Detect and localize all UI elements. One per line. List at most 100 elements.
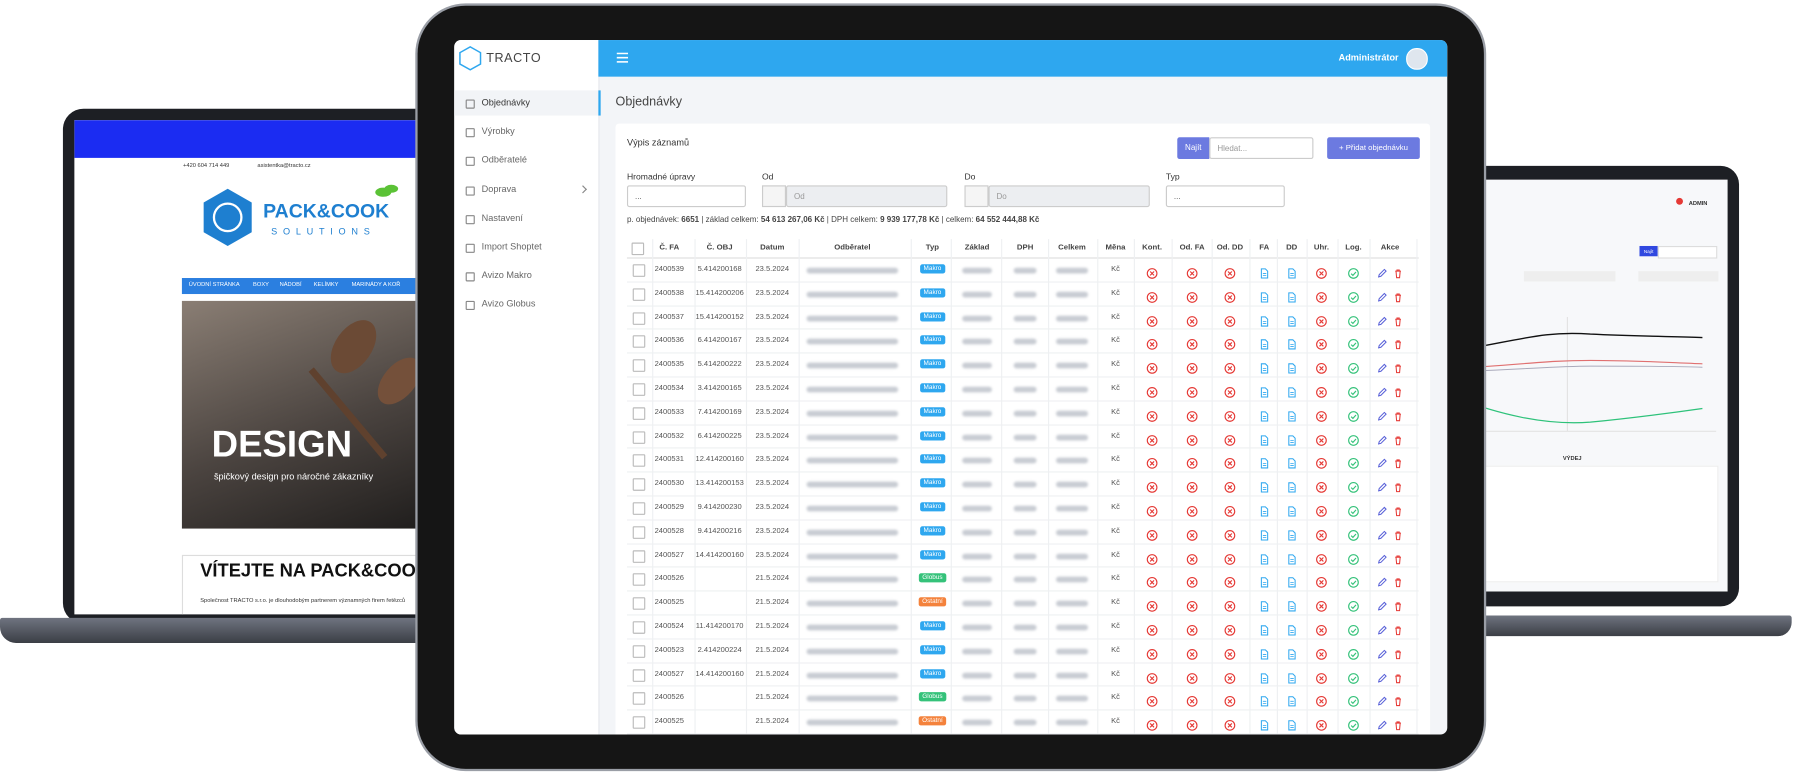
sidebar-item[interactable]: Doprava — [454, 177, 598, 202]
row-checkbox[interactable] — [632, 597, 646, 611]
sidebar-item[interactable]: Odběratelé — [454, 148, 598, 173]
row-checkbox[interactable] — [632, 335, 646, 349]
nav-item[interactable]: BOXY — [253, 281, 269, 289]
nav-item[interactable]: NÁDOBÍ — [279, 281, 302, 289]
sidebar-item[interactable]: Avizo Makro — [454, 263, 598, 288]
column-header[interactable]: Uhr. — [1313, 243, 1329, 252]
column-header[interactable]: FA — [1259, 243, 1270, 252]
row-checkbox[interactable] — [632, 549, 646, 563]
row-checkbox[interactable] — [632, 311, 646, 325]
cal-icon[interactable] — [761, 185, 786, 208]
delete-button[interactable] — [1392, 431, 1403, 445]
edit-button[interactable] — [1376, 502, 1387, 516]
edit-button[interactable] — [1376, 716, 1387, 730]
row-checkbox[interactable] — [632, 526, 646, 539]
edit-button[interactable] — [1376, 455, 1387, 468]
select-all[interactable] — [631, 242, 645, 256]
delete-button[interactable] — [1392, 645, 1403, 659]
edit-button[interactable] — [1376, 574, 1387, 587]
delete-button[interactable] — [1392, 550, 1403, 564]
edit-button[interactable] — [1376, 407, 1387, 421]
column-header[interactable]: Typ — [925, 243, 940, 252]
edit-button[interactable] — [1376, 550, 1387, 564]
edit-button[interactable] — [1376, 431, 1387, 445]
row-checkbox[interactable] — [632, 288, 646, 301]
menu-toggle[interactable] — [616, 52, 629, 63]
sidebar-item[interactable]: Avizo Globus — [454, 292, 598, 317]
delete-button[interactable] — [1392, 336, 1403, 350]
row-checkbox[interactable] — [632, 645, 646, 658]
sidebar-item[interactable]: Výrobky — [454, 119, 598, 144]
user-name[interactable]: Administrátor — [1338, 52, 1399, 63]
row-checkbox[interactable] — [632, 359, 646, 373]
date-box[interactable] — [1523, 271, 1616, 282]
type-select[interactable]: ... — [1165, 185, 1285, 208]
row-checkbox[interactable] — [632, 621, 646, 634]
sidebar-item[interactable]: Nastavení — [454, 206, 598, 231]
delete-button[interactable] — [1392, 383, 1403, 398]
column-header[interactable]: Č. OBJ — [706, 243, 733, 252]
column-header[interactable]: Odběratel — [834, 243, 871, 252]
delete-button[interactable] — [1392, 597, 1403, 612]
search-box[interactable] — [1657, 245, 1718, 259]
edit-button[interactable] — [1376, 597, 1387, 611]
nav-item[interactable]: KELÍMKY — [313, 281, 339, 289]
add-button[interactable]: + Přidat objednávku — [1327, 137, 1420, 160]
delete-button[interactable] — [1392, 526, 1403, 540]
delete-button[interactable] — [1392, 264, 1403, 279]
column-header[interactable]: Č. FA — [659, 243, 680, 252]
edit-button[interactable] — [1376, 645, 1387, 659]
delete-button[interactable] — [1392, 502, 1403, 517]
row-checkbox[interactable] — [632, 573, 646, 587]
row-checkbox[interactable] — [632, 502, 646, 515]
date-box[interactable] — [1638, 271, 1719, 282]
delete-button[interactable] — [1392, 478, 1403, 493]
edit-button[interactable] — [1376, 693, 1387, 706]
delete-button[interactable] — [1392, 669, 1403, 683]
row-checkbox[interactable] — [632, 668, 646, 682]
from-input[interactable]: Od — [785, 185, 948, 208]
row-checkbox[interactable] — [632, 407, 646, 420]
column-header[interactable]: Od. FA — [1179, 243, 1205, 252]
nav-item[interactable]: ÚVODNÍ STRÁNKA — [188, 281, 240, 289]
search-input[interactable]: Hledat... — [1209, 137, 1314, 160]
edit-button[interactable] — [1376, 264, 1387, 278]
row-checkbox[interactable] — [632, 383, 646, 396]
edit-button[interactable] — [1376, 336, 1387, 349]
edit-button[interactable] — [1376, 478, 1387, 492]
row-checkbox[interactable] — [632, 264, 646, 277]
row-checkbox[interactable] — [632, 454, 646, 468]
delete-button[interactable] — [1392, 574, 1403, 588]
column-header[interactable]: Akce — [1380, 243, 1400, 252]
delete-button[interactable] — [1392, 359, 1403, 374]
column-header[interactable]: Kont. — [1142, 243, 1163, 252]
column-header[interactable]: DD — [1286, 243, 1298, 252]
delete-button[interactable] — [1392, 716, 1403, 731]
delete-button[interactable] — [1392, 407, 1403, 421]
delete-button[interactable] — [1392, 288, 1403, 302]
bulk-select[interactable]: ... — [626, 185, 746, 208]
row-checkbox[interactable] — [632, 692, 646, 706]
column-header[interactable]: Datum — [760, 243, 785, 252]
column-header[interactable]: Celkem — [1058, 243, 1086, 252]
column-header[interactable]: Základ — [964, 243, 990, 252]
avatar[interactable] — [1406, 48, 1428, 70]
sidebar-item[interactable]: Import Shoptet — [454, 235, 598, 260]
sidebar-item[interactable]: Objednávky — [454, 90, 601, 116]
to-input[interactable]: Do — [988, 185, 1150, 208]
delete-button[interactable] — [1392, 312, 1403, 326]
column-header[interactable]: Od. DD — [1216, 243, 1244, 252]
edit-button[interactable] — [1376, 621, 1387, 635]
column-header[interactable]: Log. — [1345, 243, 1362, 252]
edit-button[interactable] — [1376, 526, 1387, 540]
column-header[interactable]: Měna — [1105, 243, 1126, 252]
delete-button[interactable] — [1392, 621, 1403, 636]
cal-icon[interactable] — [964, 185, 989, 208]
row-checkbox[interactable] — [632, 716, 646, 730]
edit-button[interactable] — [1376, 669, 1387, 683]
search-btn[interactable]: Najít — [1639, 245, 1658, 257]
edit-button[interactable] — [1376, 288, 1387, 302]
nav-item[interactable]: MARINÁDY A KOŘ — [351, 281, 401, 289]
edit-button[interactable] — [1376, 312, 1387, 326]
edit-button[interactable] — [1376, 383, 1387, 397]
